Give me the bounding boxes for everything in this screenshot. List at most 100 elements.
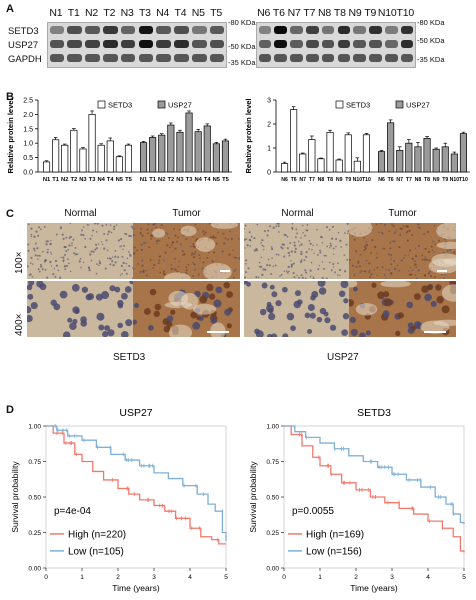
x-tick-label: N1: [43, 177, 51, 183]
cell-nucleus: [309, 275, 312, 278]
cell-nucleus: [160, 223, 163, 227]
blot-band: [369, 40, 382, 48]
blot-band: [400, 26, 414, 34]
blot-band: [191, 40, 207, 48]
cell-nucleus: [295, 228, 298, 231]
cell-nucleus: [288, 270, 290, 273]
cell-nucleus: [249, 245, 252, 247]
cell-nucleus: [54, 259, 58, 263]
cell-nucleus: [146, 228, 149, 231]
bar: [405, 142, 413, 173]
cell-nucleus: [302, 231, 304, 234]
cell-nucleus: [107, 329, 115, 337]
cell-nucleus: [262, 248, 265, 251]
cell-nucleus: [414, 254, 418, 258]
ihc-usp27-tumor-100x: [349, 223, 456, 279]
cell-nucleus: [80, 233, 83, 236]
x-tick-label: T5: [125, 177, 133, 183]
cell-nucleus: [35, 230, 38, 233]
cell-nucleus: [277, 253, 280, 256]
bar: [362, 134, 370, 173]
cell-nucleus: [93, 223, 97, 225]
blot-band: [274, 26, 288, 34]
cell-nucleus: [317, 268, 320, 271]
cell-nucleus: [409, 266, 412, 269]
cell-nucleus: [383, 274, 386, 276]
cell-nucleus: [414, 247, 417, 250]
cell-nucleus: [82, 234, 85, 237]
cell-nucleus: [430, 245, 433, 248]
y-tick-label: 0: [267, 170, 271, 177]
cell-nucleus: [107, 233, 109, 236]
cell-nucleus: [163, 259, 165, 262]
ihc-usp27-normal-100x: [244, 223, 351, 279]
cell-nucleus: [36, 247, 39, 250]
cell-nucleus: [156, 242, 159, 245]
cell-nucleus: [101, 243, 104, 246]
x-tick-label: T2: [167, 177, 174, 183]
blot-band: [353, 26, 367, 34]
cell-nucleus: [390, 258, 392, 260]
cell-nucleus: [310, 261, 313, 264]
cell-nucleus: [423, 232, 426, 235]
survival-curve: [284, 425, 465, 524]
cell-nucleus: [316, 254, 319, 256]
cell-nucleus: [91, 234, 93, 237]
cell-nucleus: [337, 262, 339, 265]
cell-nucleus: [123, 244, 126, 247]
bar: [97, 144, 105, 173]
blot-band: [305, 54, 319, 62]
cell-nucleus: [360, 269, 363, 272]
cell-nucleus: [270, 333, 278, 337]
cell-nucleus: [90, 259, 93, 262]
cell-nucleus: [426, 230, 429, 234]
bar: [441, 146, 449, 173]
cell-nucleus: [235, 268, 237, 270]
stroma-region: [168, 324, 193, 337]
bar: [353, 160, 361, 173]
x-tick-label: T8: [327, 177, 333, 183]
cell-nucleus: [293, 300, 301, 309]
cell-nucleus: [202, 230, 205, 233]
cell-nucleus: [248, 231, 251, 234]
cell-nucleus: [370, 252, 373, 254]
cell-nucleus: [174, 247, 177, 250]
cell-nucleus: [263, 230, 266, 233]
cell-nucleus: [203, 233, 206, 236]
cell-nucleus: [208, 223, 211, 225]
cell-nucleus: [365, 259, 368, 262]
cell-nucleus: [72, 238, 75, 241]
bar: [158, 134, 166, 173]
cell-nucleus: [436, 296, 444, 304]
cell-nucleus: [414, 260, 416, 263]
p-value-annotation: p=0.0055: [292, 506, 334, 517]
cell-nucleus: [283, 270, 285, 272]
x-tick-label: N3: [176, 177, 184, 183]
blot-band: [209, 54, 225, 62]
cell-nucleus: [433, 275, 436, 278]
cell-nucleus: [207, 252, 210, 254]
cell-nucleus: [417, 244, 421, 248]
cell-nucleus: [141, 234, 144, 237]
cell-nucleus: [92, 229, 95, 232]
cell-nucleus: [57, 269, 60, 272]
cell-nucleus: [381, 232, 384, 235]
cell-nucleus: [330, 269, 333, 272]
blot-left-lane-labels: N1 T1 N2 T2 N3 T3 N4 T4 N5 T5: [47, 7, 225, 19]
cell-nucleus: [312, 276, 315, 278]
blot-band: [85, 40, 100, 48]
cell-nucleus: [162, 271, 165, 273]
cell-nucleus: [97, 243, 100, 245]
y-tick-label: 0.25: [28, 530, 41, 537]
cell-nucleus: [255, 276, 258, 279]
lane-label: N4: [156, 7, 170, 19]
cell-nucleus: [163, 325, 171, 333]
cell-nucleus: [137, 263, 139, 265]
cell-nucleus: [42, 250, 44, 253]
cell-nucleus: [257, 276, 260, 279]
cell-nucleus: [260, 256, 263, 259]
cell-nucleus: [59, 290, 68, 299]
cell-nucleus: [61, 233, 64, 236]
cell-nucleus: [187, 263, 190, 266]
cell-nucleus: [404, 254, 406, 257]
